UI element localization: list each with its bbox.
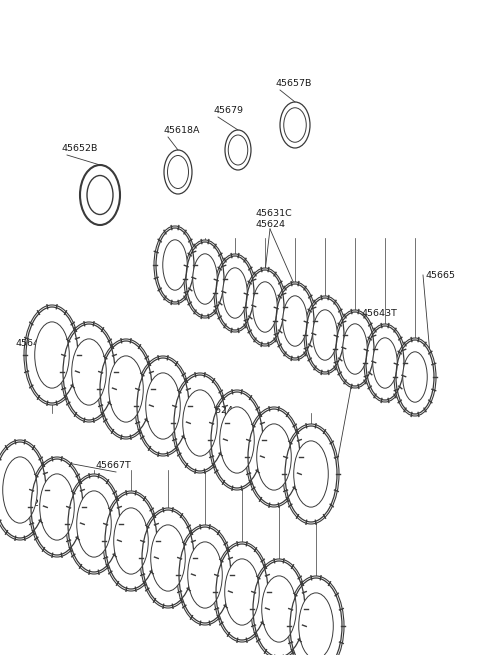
Ellipse shape [283, 296, 307, 346]
Ellipse shape [288, 576, 344, 655]
Ellipse shape [98, 339, 154, 439]
Ellipse shape [403, 352, 427, 402]
Ellipse shape [274, 282, 316, 360]
Ellipse shape [40, 474, 74, 540]
Ellipse shape [313, 310, 337, 360]
Ellipse shape [188, 542, 222, 608]
Ellipse shape [163, 240, 187, 290]
Ellipse shape [154, 226, 196, 304]
Ellipse shape [66, 474, 122, 574]
Ellipse shape [140, 508, 196, 608]
Text: 45657B: 45657B [275, 79, 312, 88]
Text: 45631C: 45631C [255, 209, 292, 218]
Ellipse shape [61, 322, 117, 422]
Ellipse shape [244, 268, 286, 346]
Ellipse shape [184, 240, 226, 318]
Ellipse shape [3, 457, 37, 523]
Ellipse shape [183, 390, 217, 456]
Text: 45624C: 45624C [15, 499, 52, 508]
Text: 45665: 45665 [425, 271, 455, 280]
Ellipse shape [108, 356, 143, 422]
Text: 45618A: 45618A [163, 126, 200, 135]
Text: 45643T: 45643T [362, 309, 398, 318]
Ellipse shape [172, 373, 228, 473]
Text: 45624: 45624 [203, 406, 233, 415]
Text: 45643T: 45643T [15, 339, 51, 348]
Ellipse shape [80, 165, 120, 225]
Ellipse shape [177, 525, 233, 625]
Ellipse shape [151, 525, 185, 591]
Ellipse shape [0, 440, 48, 540]
Text: 45679: 45679 [213, 106, 243, 115]
Ellipse shape [283, 424, 339, 524]
Ellipse shape [246, 407, 302, 507]
Text: 45624: 45624 [255, 220, 285, 229]
Ellipse shape [343, 324, 367, 374]
Ellipse shape [214, 254, 256, 332]
Ellipse shape [225, 559, 259, 625]
Ellipse shape [87, 176, 113, 214]
Ellipse shape [373, 338, 397, 388]
Ellipse shape [114, 508, 148, 574]
Ellipse shape [257, 424, 291, 490]
Ellipse shape [394, 338, 436, 416]
Ellipse shape [103, 491, 159, 591]
Ellipse shape [29, 457, 85, 557]
Ellipse shape [72, 339, 106, 405]
Ellipse shape [253, 282, 277, 332]
Text: 45652B: 45652B [62, 144, 98, 153]
Ellipse shape [251, 559, 307, 655]
Ellipse shape [223, 268, 247, 318]
Ellipse shape [299, 593, 333, 655]
Ellipse shape [24, 305, 80, 405]
Ellipse shape [304, 296, 346, 374]
Ellipse shape [146, 373, 180, 439]
Ellipse shape [77, 491, 111, 557]
Ellipse shape [220, 407, 254, 473]
Ellipse shape [35, 322, 69, 388]
Ellipse shape [334, 310, 376, 388]
Ellipse shape [209, 390, 265, 490]
Ellipse shape [193, 253, 217, 304]
Ellipse shape [135, 356, 191, 456]
Ellipse shape [294, 441, 328, 507]
Ellipse shape [214, 542, 270, 642]
Text: 45667T: 45667T [96, 461, 132, 470]
Ellipse shape [262, 576, 296, 642]
Ellipse shape [364, 324, 406, 402]
